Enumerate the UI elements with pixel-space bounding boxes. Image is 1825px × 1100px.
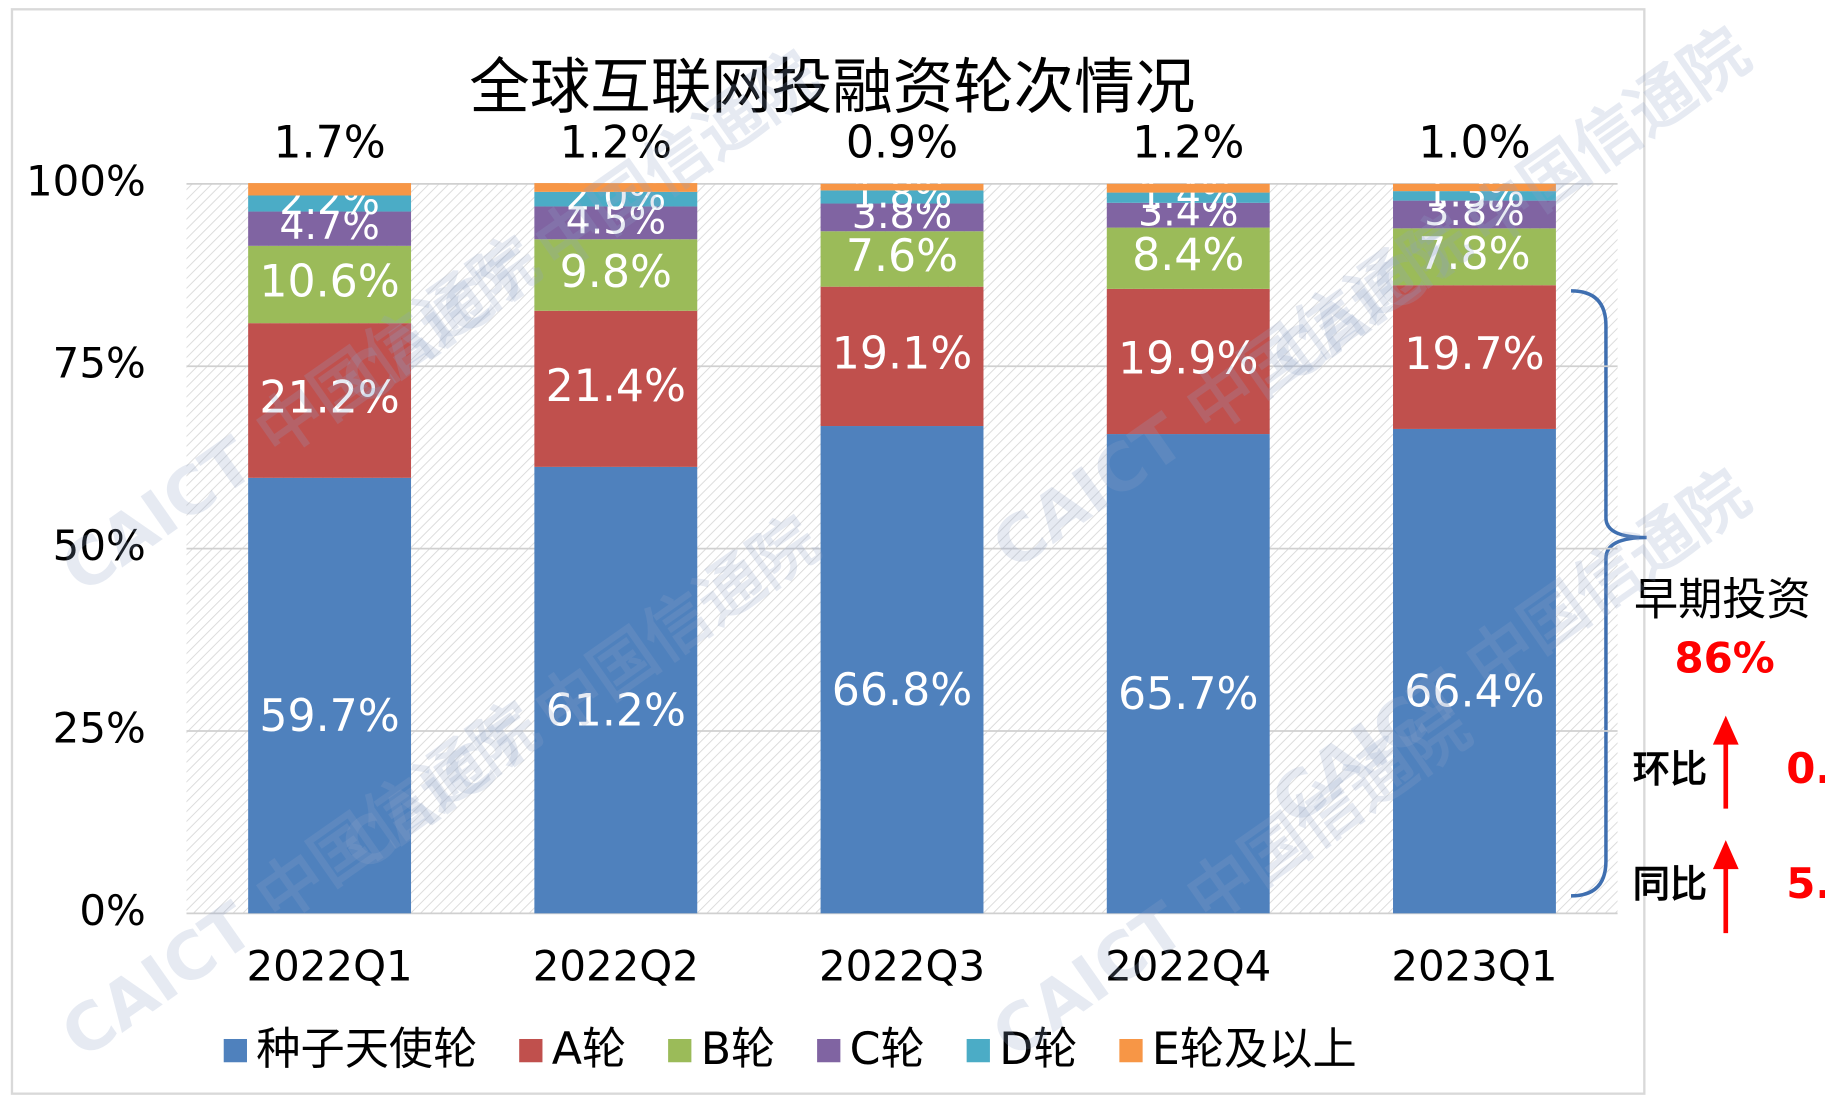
y-tick-label: 25% xyxy=(53,703,146,752)
qoq-label: 环比 xyxy=(1633,747,1707,791)
data-label: 1.7% xyxy=(273,117,385,168)
legend-swatch xyxy=(966,1038,990,1063)
bracket xyxy=(1570,289,1647,898)
qoq-arrow xyxy=(1712,715,1739,809)
bar-segment xyxy=(820,286,984,427)
legend-swatch xyxy=(668,1038,692,1063)
bar-segment xyxy=(534,239,698,311)
bar-segment xyxy=(534,310,698,467)
legend-swatch xyxy=(817,1038,841,1063)
bar-segment xyxy=(820,190,984,204)
data-label: 66.4% xyxy=(1404,666,1544,717)
bar-segment xyxy=(1393,200,1556,229)
data-label: 1.0% xyxy=(1418,117,1530,168)
data-label: 7.6% xyxy=(846,231,958,282)
data-label: 61.2% xyxy=(546,685,686,736)
bar-segment xyxy=(534,466,698,914)
data-label: 66.8% xyxy=(832,665,972,716)
bar-segment xyxy=(248,323,412,478)
bar-segment xyxy=(820,183,984,191)
bar-segment xyxy=(248,183,412,196)
data-label: 8.4% xyxy=(1132,230,1244,281)
x-tick-label: 2022Q2 xyxy=(533,942,699,991)
bar-segment xyxy=(1106,288,1270,435)
chart-frame xyxy=(10,8,1646,1095)
legend-swatch xyxy=(223,1038,247,1063)
legend-label: D轮 xyxy=(999,1024,1077,1075)
bar-segment xyxy=(248,245,412,324)
data-label: 1.3% xyxy=(1424,170,1524,216)
data-label: 21.2% xyxy=(259,372,399,423)
bar-segment xyxy=(1106,434,1270,914)
y-tick-label: 0% xyxy=(79,886,145,935)
bar-segment xyxy=(1106,202,1270,228)
data-label: 9.8% xyxy=(560,247,672,298)
bar-segment xyxy=(534,183,698,192)
bar-segment xyxy=(820,203,984,232)
bar-segment xyxy=(1106,227,1270,289)
data-label: 1.2% xyxy=(1132,117,1244,168)
legend-label: B轮 xyxy=(701,1024,776,1075)
data-label: 10.6% xyxy=(259,257,399,308)
data-label: 19.7% xyxy=(1404,329,1544,380)
data-label: 21.4% xyxy=(546,361,686,412)
bracket-label: 早期投资 xyxy=(1634,575,1811,626)
y-tick-label: 75% xyxy=(53,339,146,388)
bar-segment xyxy=(534,206,698,240)
legend-label: A轮 xyxy=(552,1024,626,1075)
bar-segment xyxy=(1106,183,1270,193)
data-label: 1.4% xyxy=(1138,172,1238,218)
data-label: 2.0% xyxy=(566,174,666,220)
y-tick-label: 50% xyxy=(53,521,146,570)
bar-segment xyxy=(1393,228,1556,286)
bar-segment xyxy=(248,211,412,246)
bar-segment xyxy=(820,231,984,287)
bar-segment xyxy=(248,477,412,914)
legend-label: E轮及以上 xyxy=(1152,1024,1357,1075)
chart-title: 全球互联网投融资轮次情况 xyxy=(469,52,1195,122)
legend-swatch xyxy=(519,1038,543,1063)
legend-label: 种子天使轮 xyxy=(256,1024,477,1075)
qoq-value: 0.5 xyxy=(1786,744,1825,793)
data-label: 1.8% xyxy=(852,171,952,217)
bar-segment xyxy=(248,195,412,212)
data-label: 19.9% xyxy=(1118,333,1258,384)
y-tick-label: 100% xyxy=(26,156,146,205)
x-tick-label: 2023Q1 xyxy=(1391,942,1557,991)
x-tick-label: 2022Q3 xyxy=(819,942,985,991)
data-label: 65.7% xyxy=(1118,669,1258,720)
data-label: 7.8% xyxy=(1418,229,1530,280)
legend-swatch xyxy=(1119,1038,1143,1063)
data-label: 0.9% xyxy=(846,117,958,168)
bar-segment xyxy=(1393,428,1556,914)
bar-segment xyxy=(1393,285,1556,429)
data-label: 19.1% xyxy=(832,328,972,379)
data-label: 59.7% xyxy=(259,691,399,742)
yoy-value: 5.2 xyxy=(1786,859,1825,908)
data-label: 1.2% xyxy=(560,117,672,168)
yoy-label: 同比 xyxy=(1633,862,1707,906)
bracket-value: 86% xyxy=(1674,633,1774,682)
yoy-arrow xyxy=(1712,840,1739,934)
bar-segment xyxy=(1106,192,1270,203)
legend-label: C轮 xyxy=(850,1024,925,1075)
bar-segment xyxy=(534,191,698,207)
x-tick-label: 2022Q1 xyxy=(247,942,413,991)
bar-segment xyxy=(820,426,984,914)
x-tick-label: 2022Q4 xyxy=(1105,942,1271,991)
bar-segment xyxy=(1393,183,1556,192)
bar-segment xyxy=(1393,191,1556,201)
